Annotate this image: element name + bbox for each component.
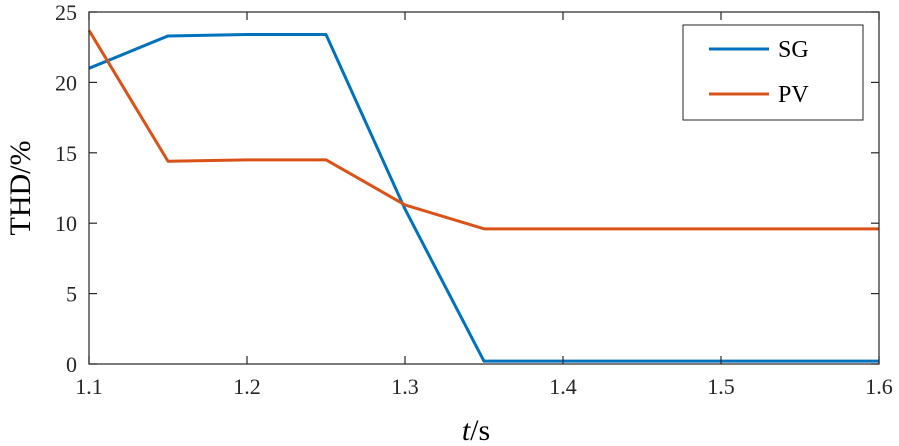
y-tick-label: 20	[55, 70, 77, 95]
y-tick-label: 25	[55, 0, 77, 25]
x-axis-label: t/s	[462, 414, 490, 446]
x-tick-label: 1.6	[865, 374, 893, 399]
x-tick-label: 1.3	[391, 374, 419, 399]
series-layer	[87, 29, 879, 363]
y-axis-label: THD/%	[4, 141, 37, 236]
y-tick-label: 0	[66, 352, 77, 377]
axis-ticks: 1.1 1.2 1.3 1.4 1.5 1.6 0 5 10 15 20 25	[55, 0, 893, 399]
x-axis-label-variable: t	[462, 414, 471, 446]
x-tick-label: 1.5	[707, 374, 735, 399]
x-axis-label-unit: /s	[470, 414, 490, 446]
legend-box	[682, 24, 864, 121]
x-tick-label: 1.4	[549, 374, 577, 399]
legend: SG PV	[682, 24, 864, 121]
x-tick-label: 1.1	[75, 374, 103, 399]
y-tick-label: 5	[66, 282, 77, 307]
y-tick-label: 15	[55, 141, 77, 166]
legend-label-pv: PV	[778, 82, 809, 108]
series-line-pv	[87, 29, 879, 231]
y-tick-label: 10	[55, 211, 77, 236]
x-tick-label: 1.2	[233, 374, 261, 399]
series-line-sg	[88, 33, 879, 363]
legend-label-sg: SG	[778, 37, 809, 63]
plot-area-frame	[88, 11, 880, 365]
